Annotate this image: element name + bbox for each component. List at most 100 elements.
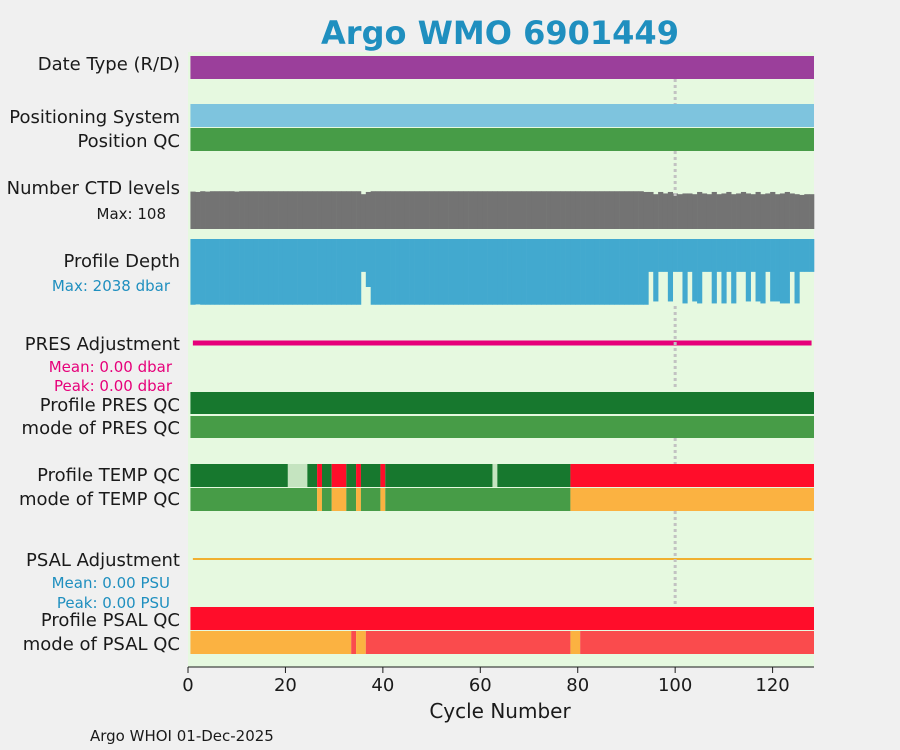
ctd-levels-bar [604, 191, 610, 229]
profile-depth-bar [555, 239, 561, 305]
profile-depth-bar [414, 239, 420, 305]
ctd-levels-bar [716, 194, 722, 229]
profile-depth-bar [726, 239, 732, 272]
profile-depth-bar [385, 239, 391, 305]
profile-depth-bar [209, 239, 216, 305]
profile-depth-bar [706, 239, 712, 272]
ctd-levels-bar [443, 191, 449, 229]
profile-depth-bar [750, 239, 756, 272]
x-axis-label: Cycle Number [429, 699, 571, 723]
profile-depth-bar [375, 239, 381, 305]
mode-temp-qc-segment [385, 488, 571, 511]
profile-depth-bar [687, 239, 693, 272]
mode-temp-qc-segment [356, 488, 361, 511]
profile-depth-bar [356, 239, 362, 305]
row-label-date-type: Date Type (R/D) [38, 54, 180, 75]
plot-area [188, 52, 814, 667]
ctd-levels-bar [463, 191, 469, 229]
ctd-levels-bar [736, 193, 742, 229]
profile-depth-bar [424, 239, 430, 305]
profile-depth-bar [268, 239, 274, 305]
ctd-levels-bar [750, 194, 756, 229]
ctd-levels-bar [726, 191, 732, 229]
profile-depth-bar [341, 239, 347, 305]
ctd-levels-bar [570, 191, 576, 229]
profile-depth-bar [677, 239, 683, 272]
ctd-levels-bar [346, 191, 352, 229]
row-label-positioning-system: Positioning System [9, 107, 180, 128]
profile-depth-bar [258, 239, 264, 305]
ctd-levels-bar [804, 194, 810, 229]
ctd-levels-bar [711, 191, 717, 229]
mode-temp-qc-segment [317, 488, 322, 511]
ctd-levels-bar [672, 193, 678, 229]
ctd-levels-bar [526, 191, 532, 229]
profile-depth-bar [351, 239, 357, 305]
pres-mean-label: Mean: 0.00 dbar [49, 358, 173, 376]
ctd-levels-bar [555, 191, 561, 229]
ctd-levels-bar [701, 193, 708, 229]
profile-depth-bar [511, 239, 518, 305]
ctd-levels-bar [765, 193, 771, 229]
ctd-levels-bar [575, 191, 581, 229]
ctd-levels-bar [599, 191, 605, 229]
ctd-levels-bar [482, 191, 488, 229]
profile-depth-bar [287, 239, 294, 305]
ctd-levels-bar [434, 191, 440, 229]
ctd-levels-bar [351, 191, 357, 229]
x-tick-label: 120 [755, 675, 789, 696]
ctd-levels-bar [419, 191, 425, 229]
mode-pres-qc-band [190, 416, 814, 438]
profile-depth-bar [560, 239, 566, 305]
profile-depth-bar [302, 239, 308, 305]
ctd-levels-bar [536, 191, 542, 229]
profile-depth-bar [448, 239, 454, 305]
ctd-max-label: Max: 108 [97, 205, 166, 223]
profile-depth-bar [244, 239, 250, 305]
profile-depth-bar [229, 239, 235, 305]
profile-depth-bar [472, 239, 479, 305]
x-tick-label: 80 [566, 675, 589, 696]
profile-depth-bar [365, 239, 371, 287]
profile-depth-bar [273, 239, 279, 305]
profile-depth-bar [585, 239, 591, 305]
ctd-levels-bar [624, 191, 630, 229]
ctd-levels-bar [516, 191, 523, 229]
profile-temp-qc-segment [317, 464, 322, 487]
row-label-position-qc: Position QC [77, 131, 180, 152]
ctd-levels-bar [409, 191, 415, 229]
ctd-levels-bar [633, 191, 639, 229]
profile-depth-bar [589, 239, 596, 305]
ctd-levels-bar [550, 191, 557, 229]
profile-depth-bar [224, 239, 230, 305]
ctd-levels-bar [268, 191, 274, 229]
profile-temp-qc-segment [360, 464, 381, 487]
profile-depth-bar [653, 239, 659, 302]
profile-depth-bar [701, 239, 708, 272]
profile-temp-qc-segment [570, 464, 814, 487]
profile-depth-bar [434, 239, 440, 305]
profile-depth-bar [263, 239, 269, 305]
profile-depth-bar [662, 239, 669, 272]
pres-peak-label: Peak: 0.00 dbar [54, 377, 173, 395]
x-axis: 0 20 40 60 80 100 120 [182, 666, 814, 696]
profile-depth-bar [516, 239, 523, 305]
profile-depth-bar [526, 239, 532, 305]
profile-depth-bar [360, 239, 367, 272]
profile-depth-bar [200, 239, 206, 305]
profile-depth-bar [195, 239, 201, 305]
ctd-levels-bar [531, 191, 537, 229]
ctd-levels-bar [395, 191, 401, 229]
profile-depth-bar [307, 239, 313, 305]
ctd-levels-bar [282, 191, 289, 229]
ctd-levels-bar [706, 194, 712, 229]
profile-depth-bar [609, 239, 615, 305]
ctd-levels-bar [399, 191, 406, 229]
profile-depth-bar [390, 239, 396, 305]
ctd-levels-bar [244, 191, 250, 229]
chart-marks [190, 56, 815, 654]
ctd-levels-bar [643, 191, 649, 229]
ctd-levels-bar [360, 194, 367, 229]
profile-depth-bar [565, 239, 571, 305]
profile-temp-qc-segment [321, 464, 332, 487]
